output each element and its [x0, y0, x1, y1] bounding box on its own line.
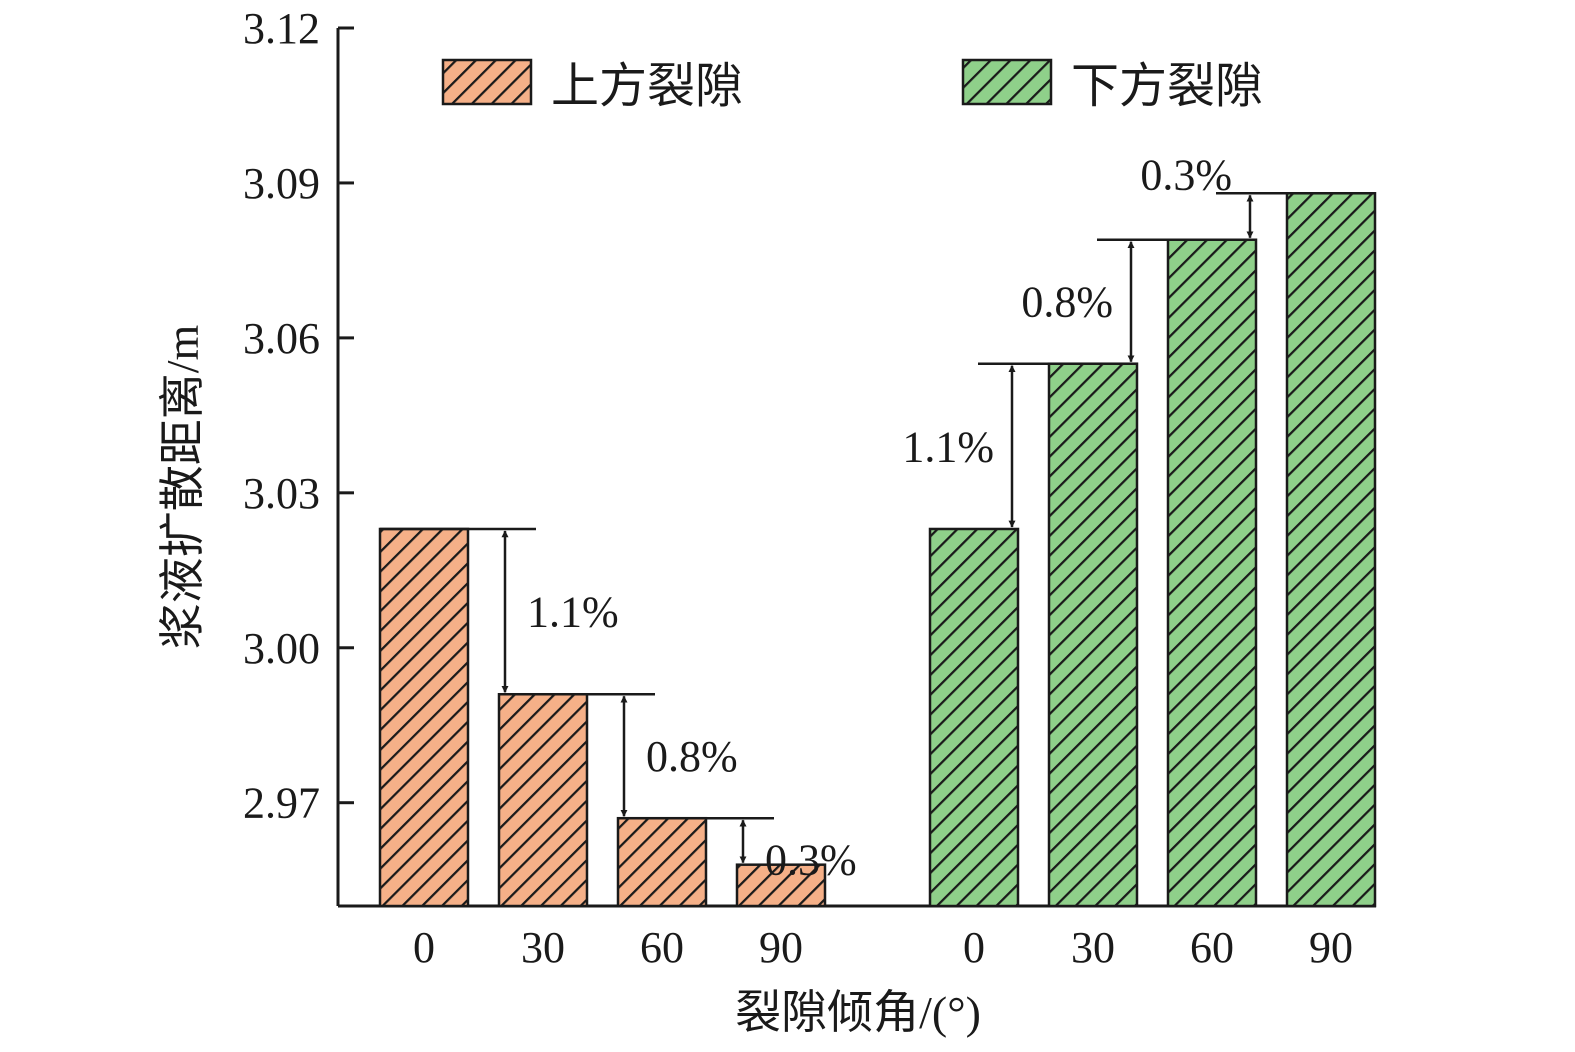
- x-tick-label: 90: [1309, 923, 1353, 972]
- y-tick-label: 3.09: [243, 159, 320, 208]
- bar: [1047, 362, 1139, 908]
- bar: [735, 863, 827, 908]
- change-label: 1.1%: [902, 422, 994, 471]
- legend-swatch-upper: [441, 58, 533, 106]
- change-label: 0.8%: [1021, 278, 1113, 327]
- plot-area: 2.97 3.00 3.03 3.06 3.09 3.12 0 30 60 90 1.1% 0.8% 0…: [243, 4, 1377, 972]
- bar: [1166, 238, 1258, 908]
- bar: [378, 527, 470, 908]
- bar: [497, 692, 589, 908]
- x-tick-label: 30: [1071, 923, 1115, 972]
- change-label: 0.8%: [646, 732, 738, 781]
- x-tick-label: 60: [1190, 923, 1234, 972]
- bar: [928, 527, 1020, 908]
- change-label: 0.3%: [1140, 150, 1232, 199]
- y-tick-label: 3.06: [243, 314, 320, 363]
- legend-label-upper: 上方裂隙: [551, 60, 743, 113]
- change-label: 1.1%: [527, 588, 619, 637]
- x-axis-label: 裂隙倾角/(°): [735, 987, 981, 1038]
- y-axis-label: 浆液扩散距离/m: [157, 325, 208, 650]
- x-tick-label: 0: [963, 923, 985, 972]
- y-tick-label: 3.03: [243, 469, 320, 518]
- y-tick-label: 3.12: [243, 4, 320, 53]
- change-label: 0.3%: [765, 836, 857, 885]
- x-tick-label: 30: [521, 923, 565, 972]
- x-tick-label: 90: [759, 923, 803, 972]
- legend-swatch-lower: [961, 58, 1053, 106]
- x-tick-label: 60: [640, 923, 684, 972]
- legend-label-lower: 下方裂隙: [1071, 60, 1263, 113]
- x-tick-label: 0: [413, 923, 435, 972]
- legend: 上方裂隙 下方裂隙: [441, 58, 1263, 113]
- bar: [616, 816, 708, 908]
- y-tick-label: 3.00: [243, 624, 320, 673]
- bar: [1285, 192, 1377, 908]
- y-tick-label: 2.97: [243, 779, 320, 828]
